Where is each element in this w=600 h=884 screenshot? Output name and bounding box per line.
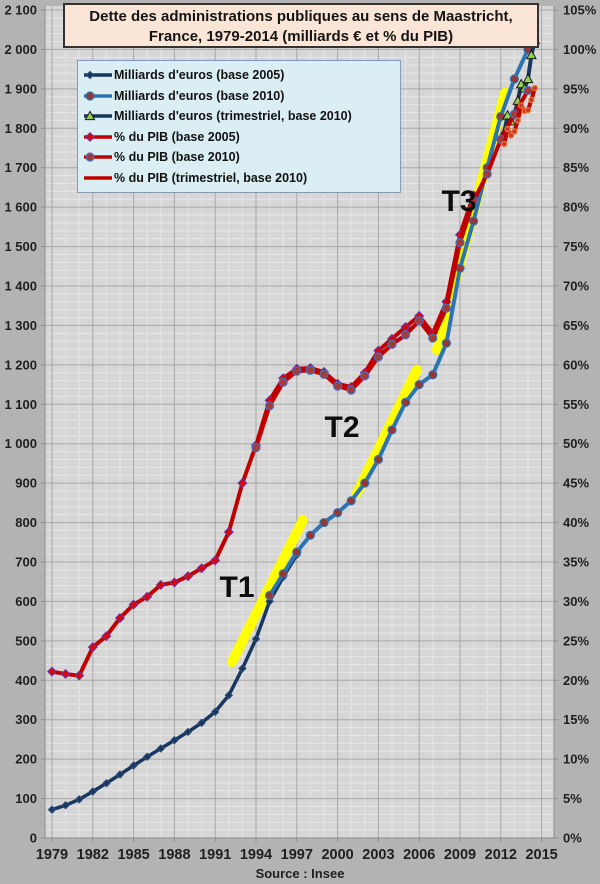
legend-label: Milliards d'euros (base 2005): [114, 68, 285, 83]
svg-text:1 600: 1 600: [4, 200, 37, 215]
legend-label: Milliards d'euros (base 2010): [114, 88, 285, 103]
svg-text:1 800: 1 800: [4, 121, 37, 136]
svg-text:80%: 80%: [563, 200, 589, 215]
legend-item-pct-base2005: % du PIB (base 2005): [82, 127, 394, 148]
axes: [41, 6, 558, 842]
legend-label: % du PIB (trimestriel, base 2010): [114, 170, 308, 185]
svg-text:85%: 85%: [563, 160, 589, 175]
y-axis-left-labels: 0 100 200 300 400 500 600 700 800 900 1 000 1 100 1 …: [4, 3, 37, 846]
legend-item-md-base2005: Milliards d'euros (base 2005): [82, 65, 394, 86]
gridlines-major: [45, 6, 554, 838]
legend-label: % du PIB (base 2005): [114, 129, 240, 144]
y-axis-right-labels: 0% 5% 10% 15% 20% 25% 30% 35% 40% 45% 50% 55% 60% 65%…: [563, 3, 597, 846]
svg-text:2009: 2009: [444, 847, 476, 863]
svg-text:400: 400: [15, 673, 37, 688]
red-diamond-line-icon: [82, 130, 114, 144]
svg-text:95%: 95%: [563, 81, 589, 96]
chart-title-line2: France, 1979-2014 (milliards € et % du P…: [148, 28, 454, 45]
svg-text:1 300: 1 300: [4, 318, 37, 333]
svg-text:1 400: 1 400: [4, 279, 37, 294]
svg-text:900: 900: [15, 476, 37, 491]
svg-text:35%: 35%: [563, 555, 589, 570]
source-caption: Source : Insee: [255, 866, 345, 881]
svg-text:200: 200: [15, 752, 37, 767]
svg-text:10%: 10%: [563, 752, 589, 767]
svg-text:105%: 105%: [563, 3, 597, 18]
series-pct-base2010: [251, 85, 533, 453]
svg-text:800: 800: [15, 515, 37, 530]
svg-text:1979: 1979: [36, 847, 68, 863]
svg-text:1 000: 1 000: [4, 436, 37, 451]
legend-item-pct-trim: % du PIB (trimestriel, base 2010): [82, 168, 394, 189]
legend-item-md-trim: Milliards d'euros (trimestriel, base 201…: [82, 106, 394, 127]
svg-text:0: 0: [30, 831, 37, 846]
svg-text:100%: 100%: [563, 42, 597, 57]
svg-text:65%: 65%: [563, 318, 589, 333]
svg-text:75%: 75%: [563, 239, 589, 254]
svg-text:300: 300: [15, 712, 37, 727]
legend-label: Milliards d'euros (trimestriel, base 201…: [114, 109, 352, 124]
trend-label-t3: T3: [441, 185, 477, 218]
svg-text:1 100: 1 100: [4, 397, 37, 412]
svg-text:1985: 1985: [117, 847, 149, 863]
trend-label-t1: T1: [219, 571, 255, 604]
trend-label-t2: T2: [324, 411, 360, 444]
x-axis-labels: 1979 1982 1985 1988 1991 1994 1997 2000 2003 2006…: [36, 847, 558, 863]
blue-circle-line-icon: [82, 89, 114, 103]
svg-text:1988: 1988: [158, 847, 190, 863]
svg-text:45%: 45%: [563, 476, 589, 491]
svg-text:1982: 1982: [77, 847, 109, 863]
svg-text:2 100: 2 100: [4, 3, 37, 18]
red-circle-line-icon: [82, 150, 114, 164]
svg-text:2000: 2000: [321, 847, 353, 863]
trend-line-t1: [227, 515, 308, 667]
svg-text:90%: 90%: [563, 121, 589, 136]
chart-title-line1: Dette des administrations publiques au s…: [89, 8, 513, 25]
svg-text:2 000: 2 000: [4, 42, 37, 57]
svg-text:100: 100: [15, 791, 37, 806]
svg-text:500: 500: [15, 633, 37, 648]
svg-text:30%: 30%: [563, 594, 589, 609]
navy-diamond-line-icon: [82, 68, 114, 82]
trend-line-t2: [352, 365, 422, 498]
svg-text:1997: 1997: [281, 847, 313, 863]
svg-text:2006: 2006: [403, 847, 435, 863]
legend-label: % du PIB (base 2010): [114, 150, 240, 165]
legend-item-pct-base2010: % du PIB (base 2010): [82, 147, 394, 168]
svg-text:1994: 1994: [240, 847, 272, 863]
svg-text:1991: 1991: [199, 847, 231, 863]
svg-text:1 200: 1 200: [4, 357, 37, 372]
svg-text:25%: 25%: [563, 633, 589, 648]
svg-text:2012: 2012: [485, 847, 517, 863]
svg-text:50%: 50%: [563, 436, 589, 451]
svg-text:5%: 5%: [563, 791, 582, 806]
legend: Milliards d'euros (base 2005) Milliards …: [77, 60, 401, 193]
svg-text:1 700: 1 700: [4, 160, 37, 175]
svg-text:15%: 15%: [563, 712, 589, 727]
svg-text:60%: 60%: [563, 357, 589, 372]
svg-text:2015: 2015: [525, 847, 557, 863]
navy-triangle-line-icon: [82, 109, 114, 123]
legend-item-md-base2010: Milliards d'euros (base 2010): [82, 86, 394, 107]
series-pct-trim: [501, 84, 539, 148]
svg-text:700: 700: [15, 555, 37, 570]
svg-text:600: 600: [15, 594, 37, 609]
svg-text:55%: 55%: [563, 397, 589, 412]
svg-text:2003: 2003: [362, 847, 394, 863]
svg-text:20%: 20%: [563, 673, 589, 688]
svg-text:0%: 0%: [563, 831, 582, 846]
svg-text:1 500: 1 500: [4, 239, 37, 254]
red-line-icon: [82, 171, 114, 185]
svg-text:1 900: 1 900: [4, 81, 37, 96]
chart-title: Dette des administrations publiques au s…: [63, 3, 539, 48]
svg-text:40%: 40%: [563, 515, 589, 530]
svg-text:70%: 70%: [563, 279, 589, 294]
